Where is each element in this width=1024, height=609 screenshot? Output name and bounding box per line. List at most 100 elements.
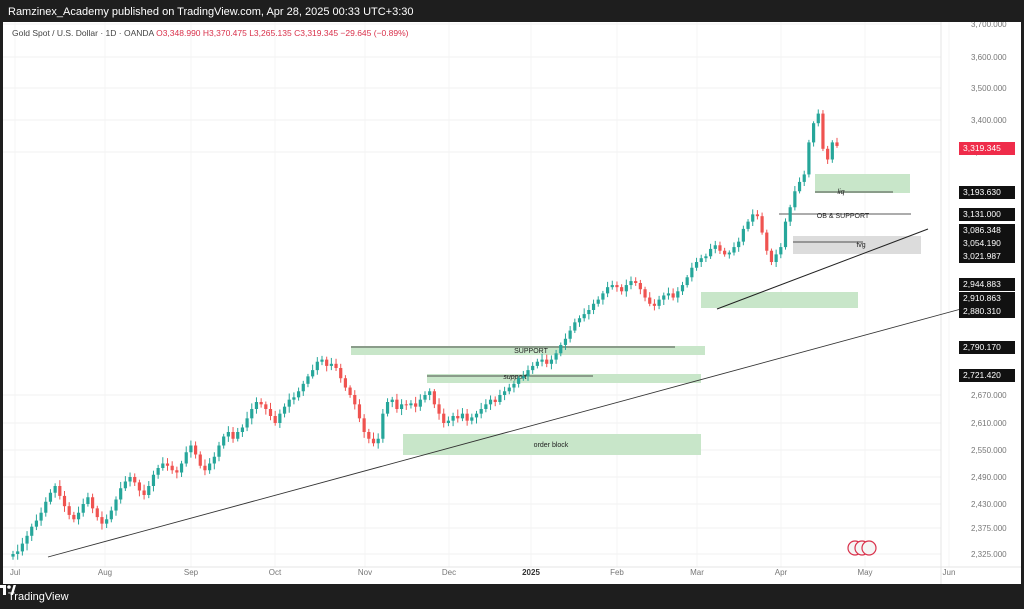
- candle-body: [39, 512, 43, 521]
- publish-title: Ramzinex_Academy published on TradingVie…: [8, 6, 414, 18]
- annotation-label: OB & SUPPORT: [817, 213, 870, 220]
- candle-body: [671, 293, 675, 298]
- candle-body: [86, 497, 90, 504]
- candle-body: [62, 495, 67, 507]
- chart-panel[interactable]: liq OB & SUPPORT fvg SUPPORT support order bl…: [3, 22, 1021, 584]
- candle-body: [783, 221, 788, 248]
- candle-body: [367, 432, 371, 439]
- y-tick-label: 3,400.000: [971, 116, 1007, 125]
- candle-body: [268, 409, 273, 416]
- candle-body: [161, 463, 165, 468]
- candle-body: [662, 295, 666, 300]
- price-tag-label: 3,131.000: [963, 209, 1001, 219]
- candle-body: [128, 477, 132, 482]
- candle-body: [315, 361, 319, 371]
- tradingview-icon: [0, 585, 16, 595]
- zone: [351, 346, 705, 355]
- candle-body: [605, 287, 610, 294]
- candle-body: [428, 391, 432, 395]
- candle-body: [376, 438, 380, 444]
- candle-body: [44, 501, 48, 513]
- candle-body: [53, 486, 57, 493]
- candle-body: [184, 452, 188, 464]
- price-tag-box: [959, 305, 1015, 318]
- candle-body: [769, 250, 774, 263]
- candle-body: [189, 445, 193, 453]
- candle-body: [30, 526, 34, 536]
- x-tick-label: Nov: [358, 568, 372, 577]
- candle-body: [390, 399, 394, 402]
- candle-body: [760, 216, 764, 233]
- candle-body: [193, 445, 198, 455]
- candle-body: [385, 402, 390, 414]
- candle-body: [666, 293, 671, 296]
- candle-body: [287, 399, 291, 407]
- chart-header: Gold Spot / U.S. Dollar · 1D · OANDA O3,…: [12, 28, 408, 38]
- candle-body: [737, 241, 741, 248]
- annotation-label: fvg: [856, 242, 865, 249]
- candle-body: [339, 368, 343, 379]
- candle-body: [292, 397, 296, 400]
- price-tag-box: [959, 292, 1015, 305]
- annotation-label: support: [503, 374, 527, 381]
- candle-body: [442, 413, 446, 423]
- candle-body: [100, 517, 104, 524]
- candle-body: [142, 490, 146, 495]
- candles: [11, 109, 839, 560]
- candle-body: [811, 123, 816, 143]
- candle-body: [573, 322, 577, 331]
- candle-body: [517, 378, 521, 384]
- candle-body: [554, 353, 558, 360]
- candle-body: [343, 378, 348, 388]
- y-tick-label: 3,700.000: [971, 22, 1007, 29]
- y-tick-label: 2,325.000: [971, 550, 1007, 559]
- candle-body: [147, 486, 151, 495]
- price-tag-label: 2,790.170: [963, 342, 1001, 352]
- candle-body: [58, 486, 62, 496]
- price-tag-box: [959, 369, 1015, 382]
- candle-body: [512, 383, 516, 388]
- price-tag-label: 3,086.348: [963, 225, 1001, 235]
- x-tick-label: Apr: [775, 568, 788, 577]
- flag-icon: [847, 540, 877, 556]
- candle-body: [446, 420, 451, 423]
- candle-body: [119, 488, 123, 500]
- candle-body: [353, 395, 357, 405]
- candle-body: [732, 247, 736, 253]
- trend-lines: [47, 228, 962, 558]
- candle-body: [610, 285, 614, 288]
- candle-body: [432, 391, 436, 405]
- candle-body: [577, 318, 582, 323]
- y-tick-label: 3,500.000: [971, 84, 1007, 93]
- candle-body: [526, 370, 530, 377]
- candle-body: [708, 248, 713, 257]
- candle-body: [105, 519, 109, 524]
- zone: [815, 174, 910, 193]
- x-tick-label: 2025: [522, 568, 540, 577]
- candle-body: [11, 554, 15, 557]
- candle-body: [470, 417, 474, 421]
- tradingview-logo[interactable]: TradingView: [0, 585, 69, 603]
- candle-body: [76, 512, 81, 520]
- candle-body: [596, 299, 600, 304]
- x-tick-label: Feb: [610, 568, 624, 577]
- candle-body: [399, 404, 404, 409]
- candle-body: [296, 391, 301, 398]
- price-chart[interactable]: liq OB & SUPPORT fvg SUPPORT support order bl…: [3, 22, 1021, 584]
- y-tick-label: 2,430.000: [971, 500, 1007, 509]
- candle-body: [460, 413, 465, 419]
- candle-body: [502, 391, 507, 395]
- candle-body: [217, 445, 221, 457]
- annotation-label: liq: [837, 189, 844, 196]
- candle-body: [535, 361, 539, 366]
- candle-body: [521, 376, 525, 379]
- candle-body: [797, 181, 802, 192]
- candle-body: [727, 252, 731, 255]
- candle-body: [418, 399, 422, 407]
- candle-body: [694, 262, 699, 268]
- price-tags: 3,319.345 3,193.630 3,131.000 3,086.348 3,05…: [847, 142, 1015, 556]
- candle-body: [109, 510, 113, 520]
- x-tick-label: Mar: [690, 568, 704, 577]
- candle-body: [601, 293, 605, 300]
- candle-body: [474, 413, 479, 418]
